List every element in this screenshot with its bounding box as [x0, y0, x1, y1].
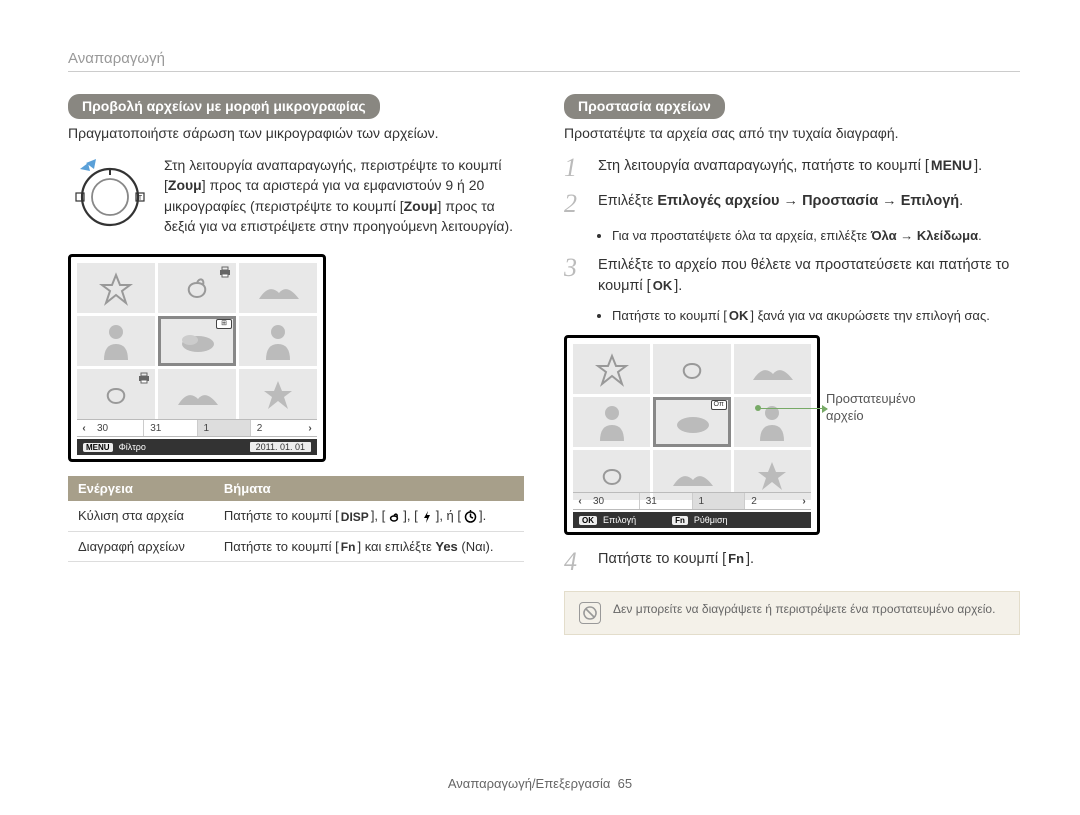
page-footer: Αναπαραγωγή/Επεξεργασία 65	[0, 776, 1080, 791]
bold: Όλα	[871, 228, 897, 243]
note-icon	[579, 602, 601, 624]
footer-filter-label: Φίλτρο	[119, 442, 146, 452]
text: Επιλέξτε	[598, 193, 657, 209]
timer-icon	[461, 510, 479, 524]
step-number: 1	[564, 155, 586, 181]
step-2-text: Επιλέξτε Επιλογές αρχείου → Προστασία → …	[598, 191, 1020, 212]
text: Πατήστε το κουμπί [	[612, 308, 727, 323]
ok-button-label: OK	[579, 516, 597, 525]
svg-text:T: T	[138, 195, 143, 202]
yes-label: Yes	[435, 539, 457, 554]
step-3-bullet: Πατήστε το κουμπί [OK] ξανά για να ακυρώ…	[612, 307, 1020, 325]
ok-button-label: OK	[651, 277, 675, 296]
cell-delete-steps: Πατήστε το κουμπί [Fn] και επιλέξτε Yes …	[214, 531, 524, 562]
footer-select-label: Επιλογή	[603, 515, 636, 525]
timeline-day: 31	[639, 493, 692, 509]
thumbnail-screen-illustration: ⊞ ‹	[68, 254, 326, 462]
zoom-label: Ζουμ	[168, 177, 202, 193]
section-heading-protect: Προστασία αρχείων	[564, 94, 725, 119]
text: ] ξανά για να ακυρώσετε την επιλογή σας.	[750, 308, 989, 323]
zoom-dial-illustration: T	[68, 155, 146, 233]
th-action: Ενέργεια	[68, 476, 214, 501]
th-steps: Βήματα	[214, 476, 524, 501]
menu-button-label: MENU	[83, 443, 113, 452]
text: ], [	[371, 508, 385, 523]
timeline-day: 1	[197, 420, 250, 436]
text: .	[978, 228, 982, 243]
step-number: 3	[564, 255, 586, 281]
text: ], ή [	[436, 508, 461, 523]
fn-button-label: Fn	[672, 516, 688, 525]
intro-text-left: Πραγματοποιήστε σάρωση των μικρογραφιών …	[68, 125, 524, 141]
text: Για να προστατέψετε όλα τα αρχεία, επιλέ…	[612, 228, 871, 243]
step-3-text: Επιλέξτε το αρχείο που θέλετε να προστατ…	[598, 255, 1020, 297]
text: Πατήστε το κουμπί [	[224, 508, 339, 523]
footer-set-label: Ρύθμιση	[694, 515, 728, 525]
left-column: Προβολή αρχείων με μορφή μικρογραφίας Πρ…	[68, 94, 524, 635]
callout-protected-file: Προστατευμένο αρχείο	[826, 391, 946, 425]
step-2-bullet: Για να προστατέψετε όλα τα αρχεία, επιλέ…	[612, 227, 1020, 245]
macro-icon	[385, 510, 403, 524]
actions-table: Ενέργεια Βήματα Κύλιση στα αρχεία Πατήστ…	[68, 476, 524, 562]
flash-icon	[418, 510, 436, 524]
text: ] και επιλέξτε	[357, 539, 435, 554]
bold: Κλείδωμα	[917, 228, 978, 243]
cell-delete-files: Διαγραφή αρχείων	[68, 531, 214, 562]
bold: Επιλογή	[901, 193, 959, 209]
menu-button-label: MENU	[929, 155, 974, 175]
text: (Ναι).	[458, 539, 494, 554]
lock-icon: ⊞	[216, 319, 232, 329]
text: ].	[974, 158, 982, 174]
arrow: →	[897, 228, 917, 243]
disp-button-label: DISP	[339, 510, 371, 524]
ok-button-label: OK	[727, 307, 751, 325]
arrow: →	[780, 193, 803, 209]
protect-lock-icon: Oπ	[711, 400, 727, 410]
callout-line	[759, 408, 827, 409]
arrow: →	[878, 193, 901, 209]
intro-text-right: Προστατέψτε τα αρχεία σας από την τυχαία…	[564, 125, 1020, 141]
bold: Προστασία	[802, 193, 878, 209]
text: ], [	[403, 508, 417, 523]
zoom-instruction-text: Στη λειτουργία αναπαραγωγής, περιστρέψτε…	[164, 155, 524, 236]
text: ].	[674, 278, 682, 294]
timeline-day: 30	[587, 493, 639, 509]
text: ].	[746, 551, 754, 567]
print-icon	[218, 266, 232, 278]
timeline-day: 2	[250, 420, 303, 436]
step-number: 4	[564, 549, 586, 575]
cell-scroll-steps: Πατήστε το κουμπί [DISP], [], [], ή [].	[214, 501, 524, 531]
footer-section-label: Αναπαραγωγή/Επεξεργασία	[448, 776, 611, 791]
step-number: 2	[564, 191, 586, 217]
timeline-day: 30	[91, 420, 143, 436]
step-4-text: Πατήστε το κουμπί [Fn].	[598, 549, 1020, 570]
note-box: Δεν μπορείτε να διαγράψετε ή περιστρέψετ…	[564, 591, 1020, 635]
footer-date: 2011. 01. 01	[250, 442, 311, 452]
note-text: Δεν μπορείτε να διαγράψετε ή περιστρέψετ…	[613, 602, 995, 616]
text: Στη λειτουργία αναπαραγωγής, πατήστε το …	[598, 158, 929, 174]
breadcrumb: Αναπαραγωγή	[68, 50, 1020, 72]
right-column: Προστασία αρχείων Προστατέψτε τα αρχεία …	[564, 94, 1020, 635]
timeline-day: 31	[143, 420, 196, 436]
print-icon	[137, 372, 151, 384]
text: .	[959, 193, 963, 209]
zoom-label: Ζουμ	[404, 198, 438, 214]
text: Πατήστε το κουμπί [	[224, 539, 339, 554]
fn-button-label: Fn	[339, 540, 358, 554]
text: Πατήστε το κουμπί [	[598, 551, 726, 567]
protect-screen-illustration: Oπ ‹ 30 31 1 2 ›	[564, 335, 820, 535]
cell-scroll-files: Κύλιση στα αρχεία	[68, 501, 214, 531]
timeline-day: 2	[744, 493, 797, 509]
page-number: 65	[618, 776, 632, 791]
timeline-day: 1	[692, 493, 745, 509]
fn-button-label: Fn	[726, 550, 746, 569]
section-heading-thumbnails: Προβολή αρχείων με μορφή μικρογραφίας	[68, 94, 380, 119]
bold: Επιλογές αρχείου	[657, 193, 779, 209]
step-1-text: Στη λειτουργία αναπαραγωγής, πατήστε το …	[598, 155, 1020, 177]
text: ].	[479, 508, 486, 523]
